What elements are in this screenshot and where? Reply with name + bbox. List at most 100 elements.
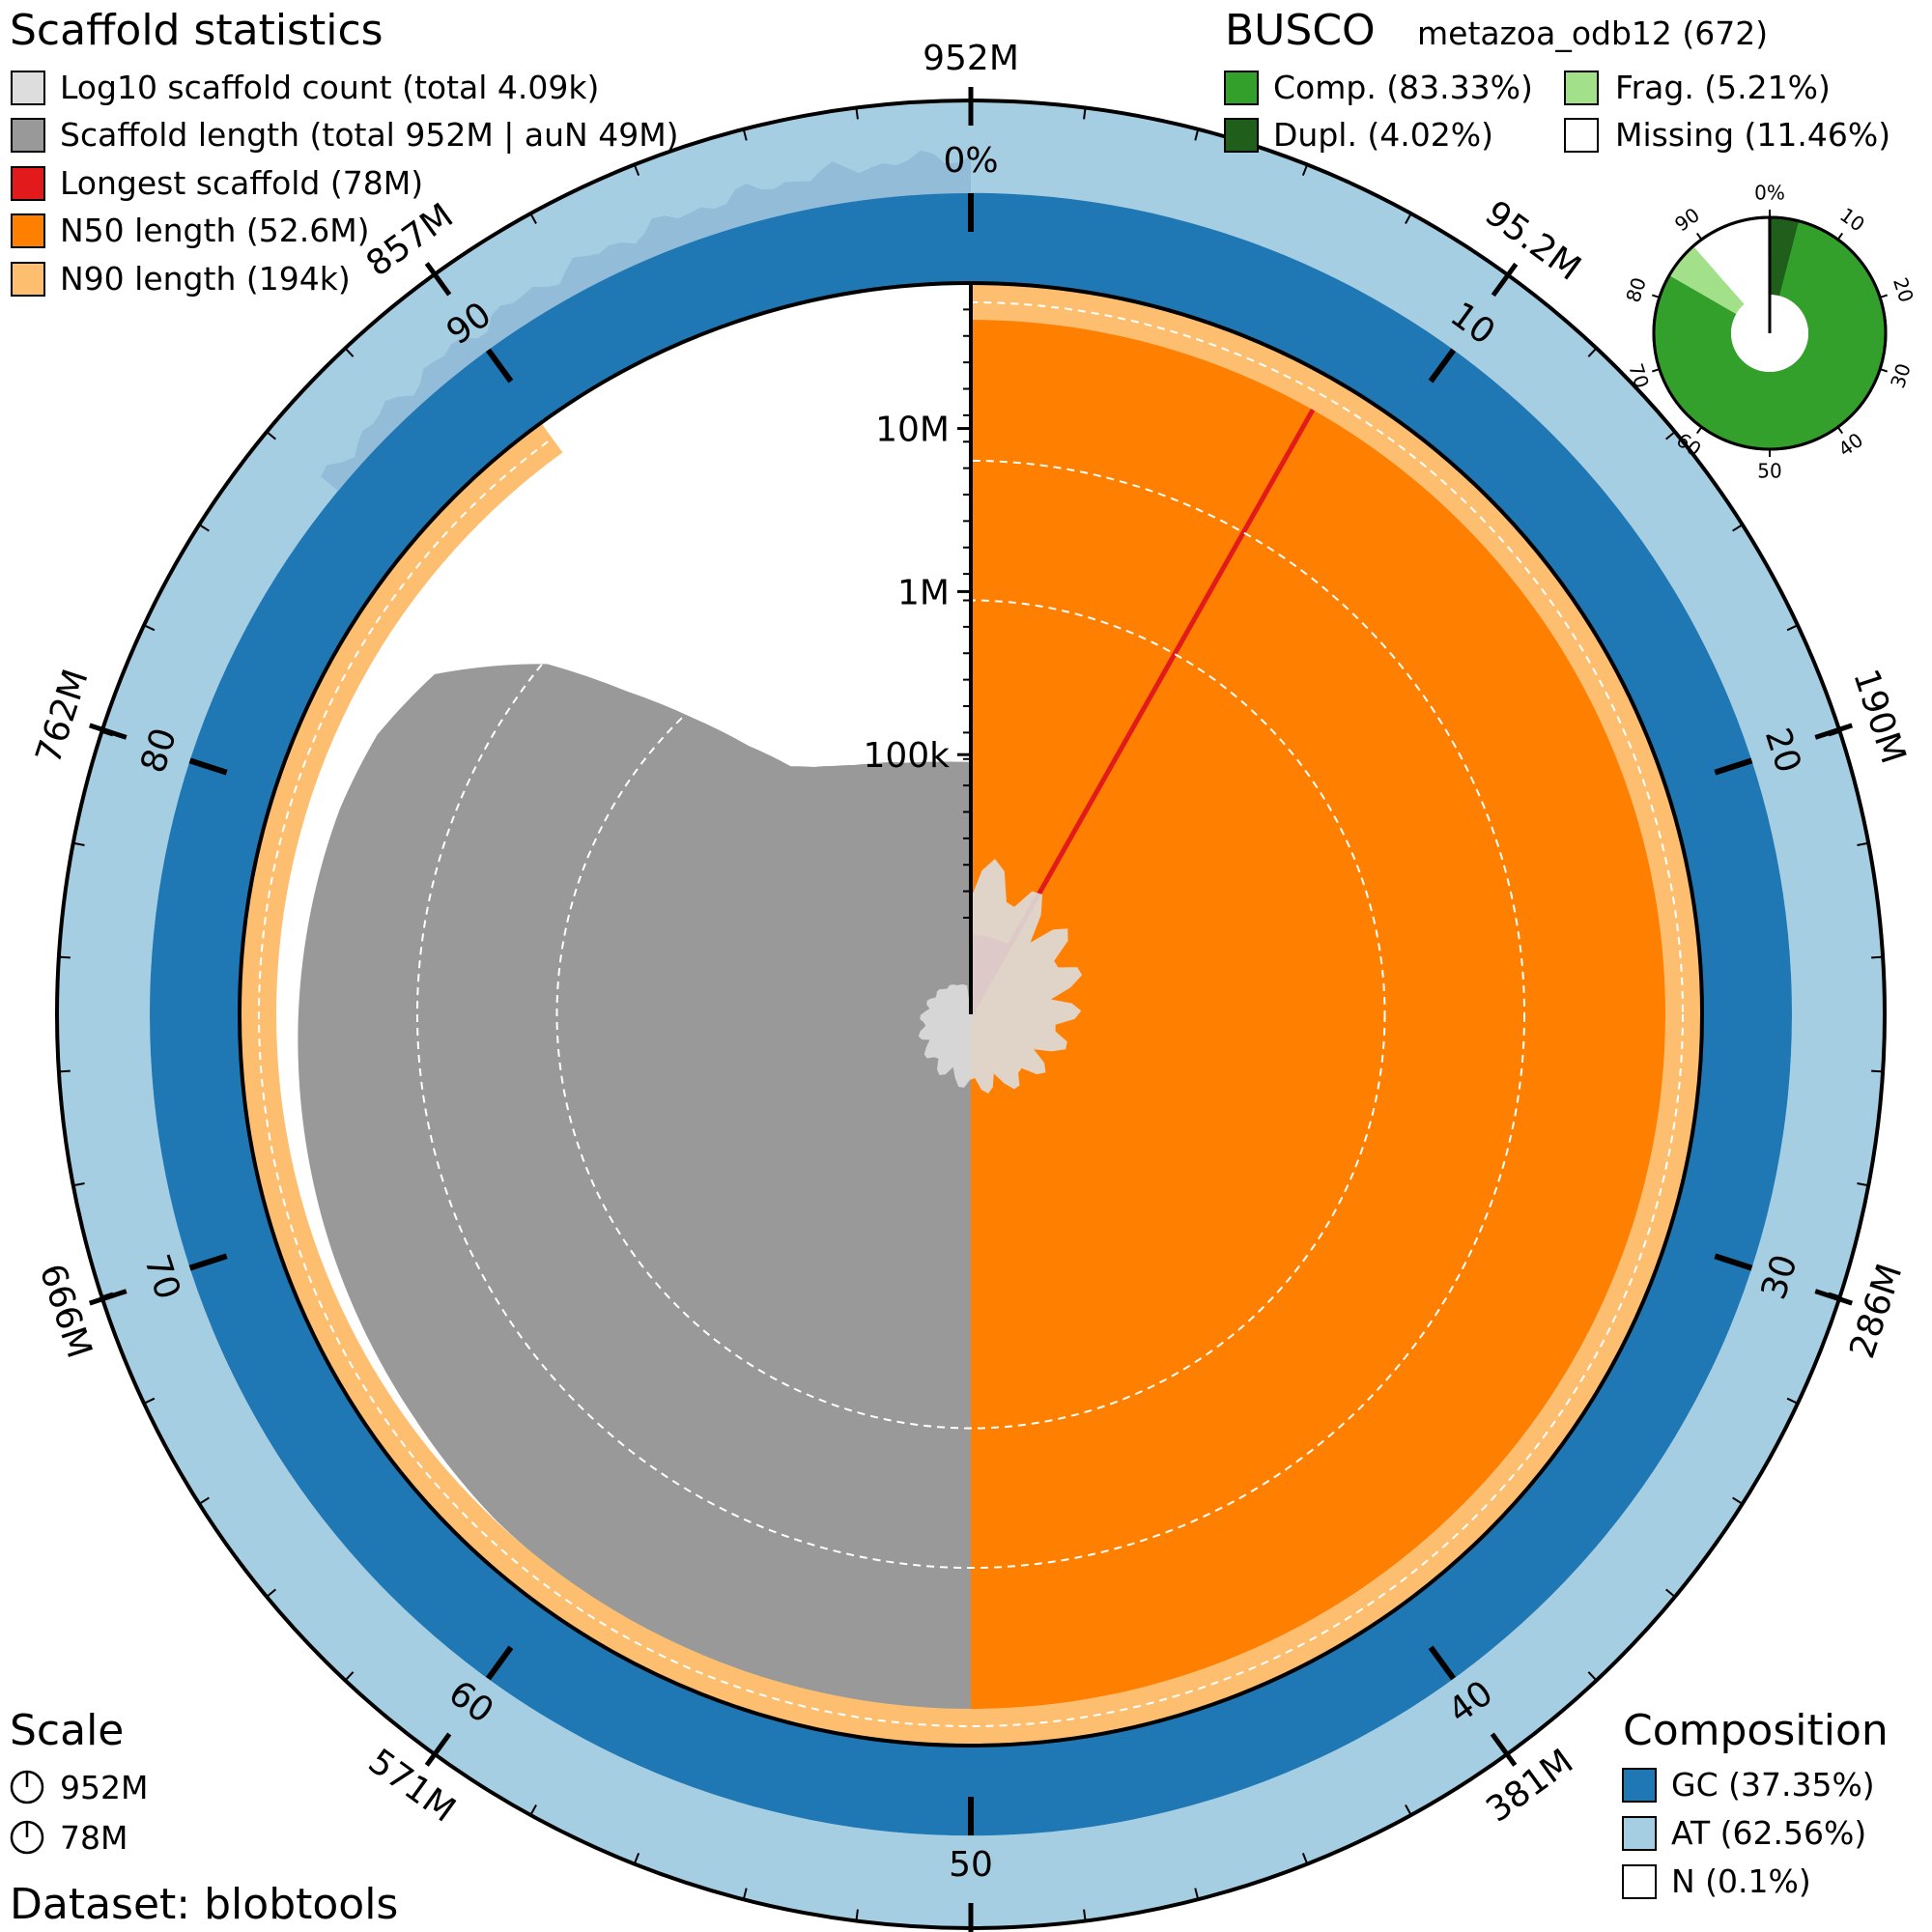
busco-label-fragmented: Frag. (5.21%) <box>1615 69 1831 106</box>
outer-minor-tick <box>100 730 114 737</box>
busco-tick-7 <box>1651 368 1661 373</box>
outer-tick-4 <box>1490 1732 1518 1767</box>
busco-label-missing: Missing (11.46%) <box>1615 116 1890 154</box>
busco-tick-3 <box>1879 368 1889 373</box>
busco-tick-label-0: 0% <box>1754 182 1785 205</box>
busco-tick-2 <box>1879 294 1889 298</box>
outer-tick-label-7: 666M <box>32 1260 99 1364</box>
scaffold-stats-legend: Scaffold statistics Log10 scaffold count… <box>10 6 679 298</box>
outer-minor-tick <box>344 1671 355 1682</box>
outer-minor-tick <box>344 347 355 357</box>
outer-minor-tick <box>1194 128 1200 141</box>
composition-swatch-gc <box>1622 1768 1657 1803</box>
outer-minor-tick <box>855 1909 859 1921</box>
outer-minor-tick <box>1665 1588 1676 1598</box>
outer-minor-tick <box>1732 524 1744 532</box>
legend-label-longest: Longest scaffold (78M) <box>60 164 423 202</box>
composition-label-at: AT (62.56%) <box>1671 1814 1866 1852</box>
busco-tick-8 <box>1651 294 1661 298</box>
composition-label-n: N (0.1%) <box>1671 1862 1811 1900</box>
legend-swatch-n50 <box>11 213 45 248</box>
outer-minor-tick <box>58 1069 71 1073</box>
busco-tick-label-2: 20 <box>1889 274 1918 305</box>
outer-minor-tick <box>58 955 71 959</box>
busco-label-complete: Comp. (83.33%) <box>1273 69 1533 106</box>
outer-minor-tick <box>1857 841 1869 846</box>
outer-tick-7 <box>88 1289 128 1306</box>
outer-tick-label-8: 762M <box>29 665 97 769</box>
outer-minor-tick <box>1083 1909 1087 1921</box>
percent-tick-7 <box>188 1253 228 1271</box>
radial-tick-label-0: 100k <box>863 736 950 776</box>
outer-minor-tick <box>143 624 156 632</box>
outer-minor-tick <box>72 1182 85 1187</box>
outer-tick-9 <box>424 262 452 297</box>
outer-tick-label-2: 190M <box>1845 665 1913 769</box>
scale-title: Scale <box>10 1706 124 1755</box>
outer-minor-tick <box>72 841 85 846</box>
percent-tick-2 <box>1714 757 1753 776</box>
legend-label-n90: N90 length (194k) <box>60 260 351 298</box>
percent-tick-8 <box>188 757 228 776</box>
outer-minor-tick <box>1871 1069 1884 1073</box>
percent-tick-1 <box>1428 348 1457 384</box>
outer-minor-tick <box>742 1888 748 1900</box>
outer-minor-tick <box>1500 274 1509 285</box>
outer-minor-tick <box>529 213 537 225</box>
busco-legend: BUSCO metazoa_odb12 (672) Comp. (83.33%)… <box>1224 6 1890 154</box>
legend-swatch-longest <box>11 166 45 201</box>
outer-minor-tick <box>266 431 276 440</box>
busco-tick-label-8: 80 <box>1621 274 1651 305</box>
outer-minor-tick <box>1405 213 1412 225</box>
outer-minor-tick <box>1083 107 1087 120</box>
percent-tick-label-0: 0% <box>943 141 998 181</box>
outer-tick-2 <box>1814 723 1854 740</box>
outer-minor-tick <box>855 107 859 120</box>
busco-tick-4 <box>1836 426 1844 435</box>
outer-minor-tick <box>1828 730 1841 737</box>
composition-legend: Composition GC (37.35%) AT (62.56%) N (0… <box>1622 1706 1889 1900</box>
outer-tick-3 <box>1814 1289 1854 1306</box>
snail-plot-layer: 100k1M10M952M95.2M190M286M381M476M571M66… <box>29 39 1913 1932</box>
outer-minor-tick <box>1786 1397 1799 1405</box>
outer-minor-tick <box>1871 955 1884 959</box>
busco-tick-1 <box>1836 232 1844 241</box>
outer-tick-label-0: 952M <box>923 39 1019 78</box>
outer-minor-tick <box>433 1744 441 1754</box>
legend-swatch-length <box>11 118 45 153</box>
busco-tick-label-1: 10 <box>1835 203 1869 236</box>
composition-swatch-n <box>1622 1864 1657 1899</box>
busco-complete-arc <box>1653 217 1886 450</box>
outer-minor-tick <box>1786 624 1799 632</box>
percent-tick-9 <box>485 348 514 384</box>
outer-minor-tick <box>742 128 748 141</box>
radial-tick-label-1: 1M <box>897 573 950 612</box>
composition-variation-band <box>321 150 972 492</box>
dataset-label: Dataset: blobtools <box>10 1880 398 1929</box>
busco-lineage: metazoa_odb12 (672) <box>1417 14 1768 52</box>
outer-minor-tick <box>143 1397 156 1405</box>
percent-tick-6 <box>485 1645 514 1681</box>
busco-tick-6 <box>1695 426 1703 435</box>
scale-label-full: 952M <box>60 1769 148 1806</box>
busco-fragmented-arc <box>1669 245 1745 315</box>
busco-swatch-duplicated <box>1224 118 1259 153</box>
outer-minor-tick <box>633 164 640 176</box>
busco-tick-label-4: 40 <box>1833 428 1867 461</box>
scale-label-longest: 78M <box>60 1819 128 1857</box>
outer-tick-6 <box>424 1732 452 1767</box>
composition-swatch-at <box>1622 1816 1657 1851</box>
outer-minor-tick <box>433 274 441 285</box>
n50-sector <box>971 320 1665 1709</box>
legend-label-count: Log10 scaffold count (total 4.09k) <box>60 69 599 106</box>
busco-tick-label-5: 50 <box>1757 460 1781 483</box>
busco-tick-9 <box>1695 232 1703 241</box>
outer-minor-tick <box>1301 1853 1309 1864</box>
legend-label-length: Scaffold length (total 952M | auN 49M) <box>60 116 679 154</box>
scaffold-count-spiral <box>918 859 1083 1094</box>
outer-minor-tick <box>1857 1182 1869 1187</box>
radial-tick-label-2: 10M <box>875 411 950 450</box>
outer-minor-tick <box>198 524 210 532</box>
percent-tick-label-5: 50 <box>949 1845 993 1885</box>
